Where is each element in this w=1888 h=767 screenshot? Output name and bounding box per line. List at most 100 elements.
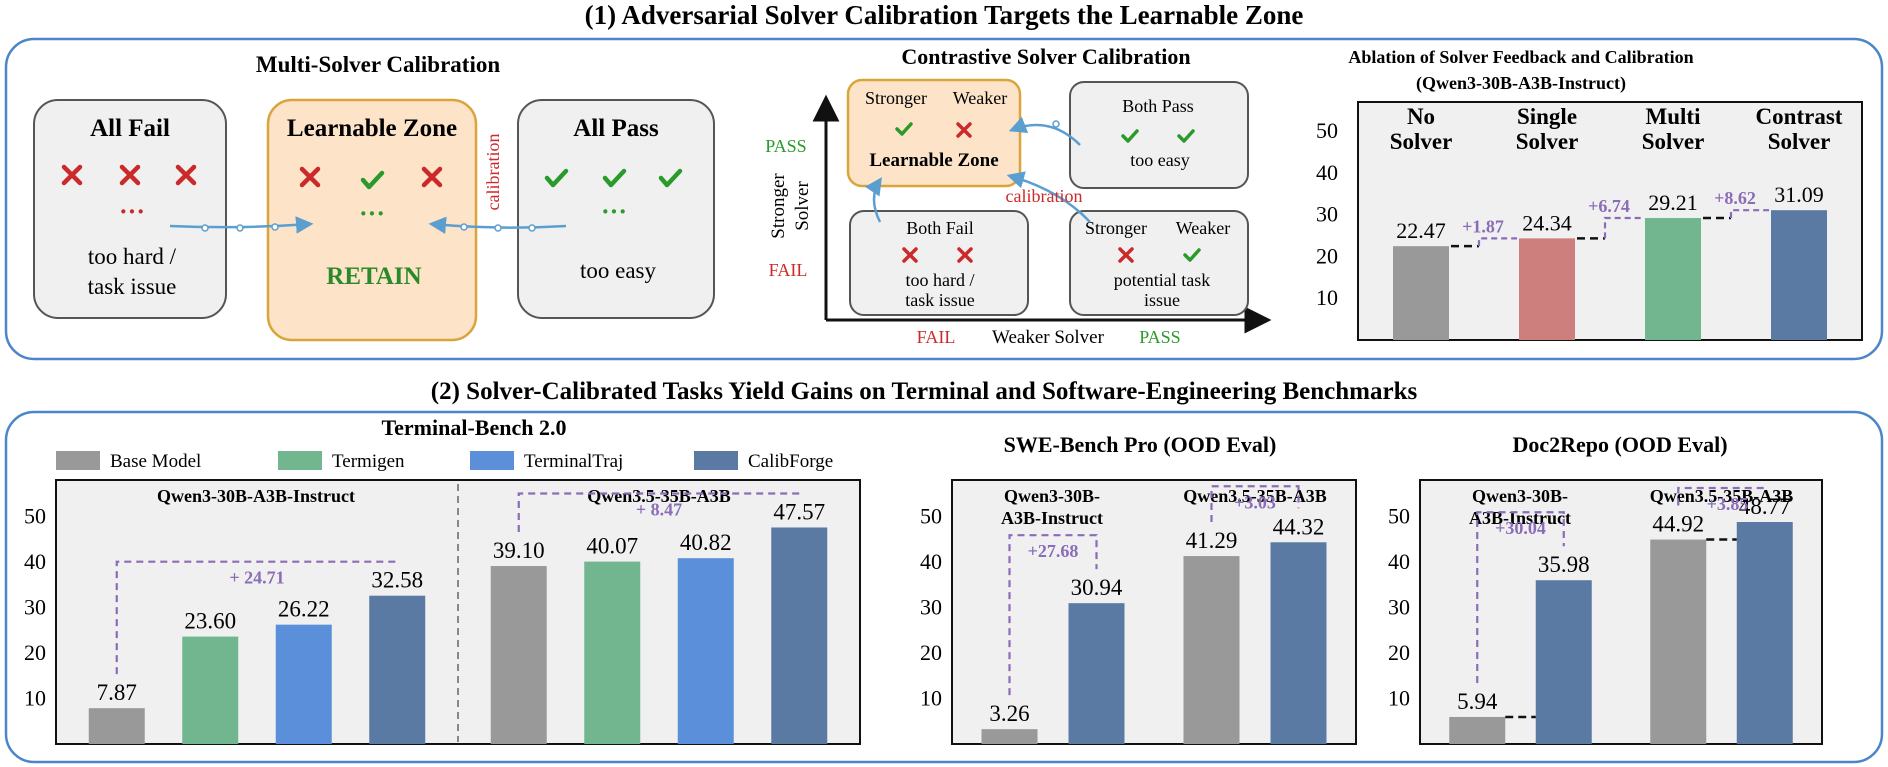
ablation-category-label: Solver: [1768, 129, 1831, 154]
delta-label: + 24.71: [229, 568, 284, 588]
ablation-category-label: Solver: [1390, 129, 1453, 154]
delta-label: + 8.47: [636, 499, 682, 519]
ablation-title-line1: Ablation of Solver Feedback and Calibrat…: [1348, 47, 1693, 67]
group-model-label: A3B-Instruct: [1469, 508, 1571, 528]
ablation-panel: Ablation of Solver Feedback and Calibrat…: [1316, 47, 1863, 341]
y-tick-label: 40: [1388, 549, 1410, 574]
potential-issue-box: Stronger Weaker potential task issue: [1069, 210, 1249, 316]
doc2repo-chart: 10 20 30 40 50 Qwen3-30B-A3B-Instruct 5.94 35.9…: [1388, 486, 1793, 744]
bar: [275, 624, 332, 744]
y-tick-label: 40: [1316, 160, 1338, 185]
bar: [771, 527, 828, 744]
delta-bracket: [115, 560, 398, 675]
ablation-value-label: 24.34: [1522, 210, 1572, 235]
legend-label: Termigen: [332, 451, 405, 472]
section2-title: (2) Solver-Calibrated Tasks Yield Gains …: [431, 378, 1418, 405]
all-pass-desc: too easy: [580, 258, 657, 283]
y-axis-label-line2: Solver: [792, 181, 813, 231]
group-model-label: Qwen3.5-35B-A3B: [1650, 486, 1794, 506]
y-tick-label: 10: [920, 685, 942, 710]
both-fail-desc-line1: too hard /: [906, 270, 975, 290]
multi-calibration-label: calibration: [483, 134, 503, 211]
contrastive-panel: Contrastive Solver Calibration PASS Stro…: [765, 44, 1272, 348]
multi-solver-panel: Multi-Solver Calibration All Fail ··· to…: [33, 52, 715, 342]
group-model-label: Qwen3-30B-: [1472, 486, 1568, 506]
ablation-bar: [1771, 210, 1827, 340]
delta-bracket: [1677, 486, 1765, 506]
both-pass-to-learnable-arrow: [1008, 116, 1081, 146]
y-tick-label: 20: [1388, 640, 1410, 665]
all-fail-title: All Fail: [90, 115, 170, 142]
all-pass-dots: ···: [601, 197, 627, 226]
potential-stronger-label: Stronger: [1085, 218, 1147, 238]
delta-label: +3.85: [1707, 494, 1749, 514]
delta-label: +27.68: [1028, 541, 1079, 561]
delta-label: +1.87: [1462, 216, 1504, 236]
delta-bracket: [1729, 209, 1769, 219]
delta-label: +3.03: [1234, 492, 1276, 512]
bar: [88, 708, 145, 744]
y-tick-label: 10: [1388, 685, 1410, 710]
swe-bench-panel: SWE-Bench Pro (OOD Eval) 10 20 30 40 50 Qwen3…: [920, 432, 1357, 745]
section1-frame: [4, 37, 1884, 361]
bar-value-label: 32.58: [371, 568, 423, 593]
bar: [1270, 542, 1327, 744]
bar: [182, 636, 239, 744]
x-axis-label: Weaker Solver: [992, 327, 1105, 348]
both-fail-title: Both Fail: [906, 218, 974, 238]
terminal-bench-title: Terminal-Bench 2.0: [382, 415, 567, 440]
delta-label: +8.62: [1714, 188, 1756, 208]
ablation-category-label: Multi: [1646, 104, 1702, 129]
legend-swatch: [694, 451, 738, 470]
legend-label: TerminalTraj: [524, 451, 623, 472]
bar-value-label: 3.26: [989, 701, 1029, 726]
legend-label: CalibForge: [748, 451, 833, 472]
contrastive-learnable-box: Stronger Weaker Learnable Zone: [846, 78, 1022, 188]
y-axis-fail: FAIL: [769, 260, 808, 280]
ablation-category-label: No: [1407, 104, 1435, 129]
all-fail-desc-line1: too hard /: [88, 244, 177, 269]
both-fail-box: Both Fail too hard / task issue: [849, 210, 1029, 316]
y-tick-label: 20: [920, 640, 942, 665]
bar: [981, 729, 1038, 744]
y-tick-label: 20: [24, 640, 46, 665]
ablation-value-label: 29.21: [1648, 190, 1698, 215]
group-model-label: Qwen3.5-35B-A3B: [1183, 486, 1327, 506]
bar-value-label: 40.82: [680, 530, 732, 555]
legend-swatch: [56, 451, 100, 470]
y-tick-label: 50: [24, 503, 46, 528]
legend-swatch: [470, 451, 514, 470]
both-fail-desc-line2: task issue: [905, 290, 975, 310]
delta-bracket: [1476, 511, 1565, 683]
ablation-category-label: Contrast: [1756, 104, 1843, 129]
group-model-label: Qwen3.5-35B-A3B: [587, 486, 731, 506]
both-fail-to-learnable-arrow: [864, 177, 882, 223]
legend-label: Base Model: [110, 451, 201, 472]
contrastive-title: Contrastive Solver Calibration: [901, 44, 1190, 69]
both-pass-desc: too easy: [1130, 150, 1189, 170]
legend: Base Model Termigen TerminalTraj CalibForge: [56, 451, 833, 472]
ablation-bar: [1645, 218, 1701, 340]
section1-title: (1) Adversarial Solver Calibration Targe…: [585, 0, 1304, 30]
section2-frame: [4, 410, 1884, 764]
retain-label: RETAIN: [326, 263, 421, 290]
delta-bracket: [517, 492, 800, 533]
terminal-bench-panel: Terminal-Bench 2.0 Base Model Termigen Ter…: [24, 415, 861, 745]
doc2repo-title: Doc2Repo (OOD Eval): [1512, 432, 1727, 457]
y-tick-label: 20: [1316, 243, 1338, 268]
potential-to-learnable-arrow: [1006, 171, 1091, 223]
y-tick-label: 30: [1316, 202, 1338, 227]
legend-swatch: [278, 451, 322, 470]
both-pass-title: Both Pass: [1122, 96, 1194, 116]
all-fail-dots: ···: [119, 197, 145, 226]
bar: [1650, 539, 1707, 744]
bar-value-label: 48.77: [1739, 494, 1791, 519]
ablation-bar: [1519, 238, 1575, 340]
bar-value-label: 44.32: [1273, 514, 1325, 539]
terminal-bench-chart: 10 20 30 40 50 Qwen3-30B-A3B-Instruct 7.87 23.6…: [24, 484, 828, 744]
y-tick-label: 10: [1316, 285, 1338, 310]
x-axis-pass: PASS: [1139, 327, 1180, 347]
y-tick-label: 40: [24, 549, 46, 574]
bar-value-label: 47.57: [773, 499, 825, 524]
